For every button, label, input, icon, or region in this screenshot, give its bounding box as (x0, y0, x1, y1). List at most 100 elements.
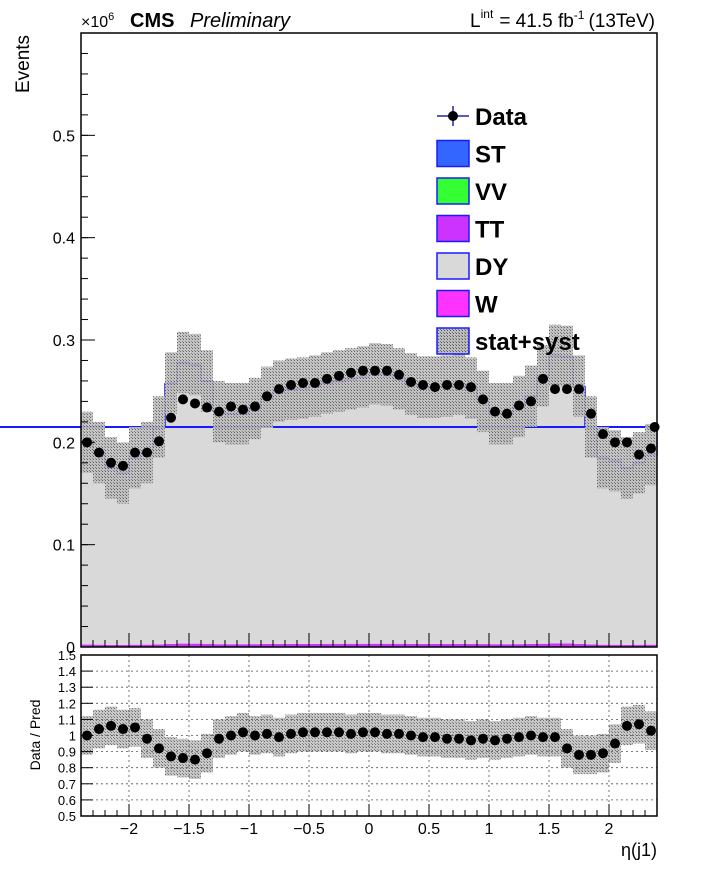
stack-bar-dy (237, 415, 249, 645)
stack-bar-dy (261, 399, 273, 645)
stack-bar-tt (645, 644, 657, 647)
ratio-point (118, 724, 128, 735)
ratio-point (538, 732, 548, 743)
data-point (130, 447, 140, 458)
ratio-point (190, 754, 200, 765)
ratio-point (586, 749, 596, 760)
main-axes: 0 0.1 0.2 0.3 0.4 0.5 (53, 52, 646, 657)
uncertainty-band-bin (621, 437, 633, 499)
data-point (538, 373, 548, 384)
stack-bar-dy (645, 456, 657, 645)
uncertainty-band-bin (549, 324, 561, 387)
legend-label: TT (475, 217, 505, 244)
stack-bar-tt (129, 644, 141, 647)
legend-label: W (475, 292, 498, 319)
luminosity-label: Lint = 41.5 fb-1 (13TeV) (470, 7, 655, 32)
x-tick-label: −1.5 (173, 821, 205, 838)
ratio-point (370, 727, 380, 738)
stack-bar-dy (441, 388, 453, 644)
stack-bar-tt (477, 644, 489, 647)
uncertainty-band-bin (297, 357, 309, 419)
ratio-y-tick-label: 1.1 (58, 712, 76, 727)
ratio-y-tick-label: 1.5 (58, 648, 76, 663)
data-point (94, 447, 104, 458)
data-point (262, 391, 272, 402)
stack-bar-tt (417, 643, 429, 647)
data-point (418, 380, 428, 391)
data-points (82, 365, 660, 471)
ratio-point (106, 720, 116, 731)
ratio-point (154, 743, 164, 754)
x-tick-label: 0 (365, 821, 374, 838)
stack-bar-dy (321, 385, 333, 644)
ratio-point (286, 728, 296, 739)
data-point (106, 457, 116, 468)
stack-bar-tt (489, 644, 501, 647)
data-point (118, 460, 128, 471)
y-tick-label: 0.1 (53, 538, 75, 555)
ratio-y-axis-label: Data / Pred (27, 700, 43, 771)
stack-bar-tt (537, 643, 549, 647)
data-point (322, 373, 332, 384)
ratio-point (454, 733, 464, 744)
ratio-point (478, 733, 488, 744)
stack-bar-dy (105, 469, 117, 645)
ratio-point (502, 733, 512, 744)
stack-bar-dy (141, 454, 153, 645)
legend-swatch-dy (436, 252, 470, 280)
legend-swatch-w (436, 289, 470, 318)
x-tick-label: 0.5 (418, 821, 440, 838)
multiplier-label: ×106 (81, 11, 114, 31)
ratio-point (178, 753, 188, 764)
stack-bar-tt (597, 644, 609, 647)
legend-label: VV (475, 179, 507, 206)
stack-bar-dy (189, 366, 201, 644)
stack-bar-tt (213, 644, 225, 647)
stack-bar-dy (177, 364, 189, 644)
stack-bar-tt (609, 644, 621, 647)
stack-bar-tt (273, 643, 285, 647)
ratio-point (430, 732, 440, 743)
stack-bar-tt (141, 644, 153, 647)
stacked-histogram (0, 354, 658, 647)
stack-bar-dy (585, 428, 597, 645)
stack-bar-dy (333, 383, 345, 644)
data-point (202, 402, 212, 413)
stack-bar-tt (105, 644, 117, 647)
uncertainty-band-bin (333, 350, 345, 412)
data-point (490, 406, 500, 417)
stack-bar-dy (201, 383, 213, 644)
stack-bar-dy (285, 391, 297, 644)
stack-bar-dy (537, 377, 549, 644)
legend-label: Data (475, 104, 528, 131)
ratio-point (322, 727, 332, 738)
legend-data-marker (448, 111, 458, 121)
stack-bar-tt (165, 643, 177, 647)
stack-bar-dy (609, 462, 621, 645)
stack-bar-tt (549, 643, 561, 647)
header: ×106 CMS Preliminary Lint = 41.5 fb-1 (13T… (81, 7, 655, 32)
preliminary-label: Preliminary (190, 10, 291, 32)
stack-bar-tt (369, 643, 381, 647)
data-point (514, 400, 524, 411)
data-point (382, 365, 392, 376)
data-point (478, 394, 488, 405)
stack-bar-tt (93, 644, 105, 647)
stack-bar-tt (117, 644, 129, 647)
uncertainty-band-bin (105, 437, 117, 499)
y-tick-label: 0.5 (53, 128, 75, 145)
ratio-axes: 0.50.60.70.80.911.11.21.31.41.5−2 −1.5 −1−… (58, 648, 646, 838)
stack-bar-dy (117, 474, 129, 645)
legend-band-swatch (436, 327, 470, 355)
ratio-y-tick-label: 0.8 (58, 761, 76, 776)
main-y-axis-label: Events (13, 35, 34, 93)
ratio-point (346, 728, 356, 739)
main-plot: 0 0.1 0.2 0.3 0.4 0.5 Events (0, 32, 660, 657)
ratio-point (358, 727, 368, 738)
data-point (550, 384, 560, 395)
data-point (142, 447, 152, 458)
cms-label: CMS (130, 10, 174, 32)
legend-swatch-tt (436, 214, 470, 243)
